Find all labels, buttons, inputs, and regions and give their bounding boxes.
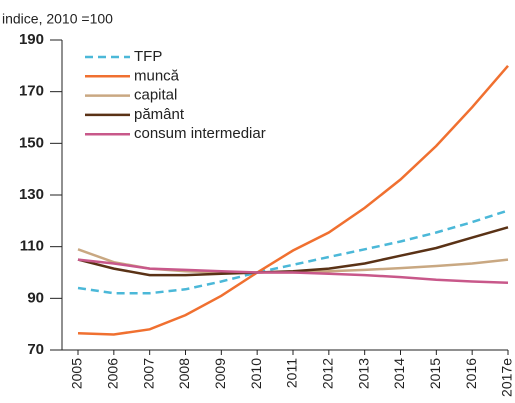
x-tick-label: 2011 — [284, 358, 300, 388]
x-tick-label: 2007 — [140, 358, 156, 389]
line-series — [77, 226, 509, 277]
y-tick-label: 150 — [19, 134, 44, 151]
x-tick-label: 2009 — [212, 358, 228, 389]
line-series — [77, 64, 509, 336]
x-tick-label: 2014 — [391, 358, 407, 389]
x-tick-label: 2005 — [69, 358, 85, 389]
legend-label: capital — [134, 87, 177, 104]
x-tick-label: 2008 — [176, 358, 192, 389]
line-series — [77, 209, 509, 295]
line-series — [77, 248, 509, 274]
y-tick-label: 170 — [19, 83, 44, 100]
y-tick-label: 110 — [20, 238, 44, 255]
legend-label: TFP — [134, 48, 162, 65]
legend-label: consum intermediar — [134, 125, 266, 142]
x-tick-label: 2010 — [248, 358, 264, 389]
x-tick-label: 2012 — [320, 358, 336, 389]
x-tick-label: 2013 — [355, 358, 371, 389]
legend-label: muncă — [134, 67, 180, 84]
chart-subtitle: indice, 2010 =100 — [2, 11, 113, 27]
y-tick-label: 90 — [27, 289, 44, 306]
x-tick-label: 2017e — [499, 358, 515, 397]
y-tick-label: 190 — [19, 31, 44, 48]
x-tick-label: 2006 — [105, 358, 121, 389]
y-tick-label: 70 — [27, 341, 44, 358]
y-tick-label: 130 — [19, 186, 44, 203]
line-series — [77, 258, 509, 285]
legend-label: pământ — [134, 106, 185, 123]
x-tick-label: 2015 — [427, 358, 443, 389]
x-tick-label: 2016 — [463, 358, 479, 389]
